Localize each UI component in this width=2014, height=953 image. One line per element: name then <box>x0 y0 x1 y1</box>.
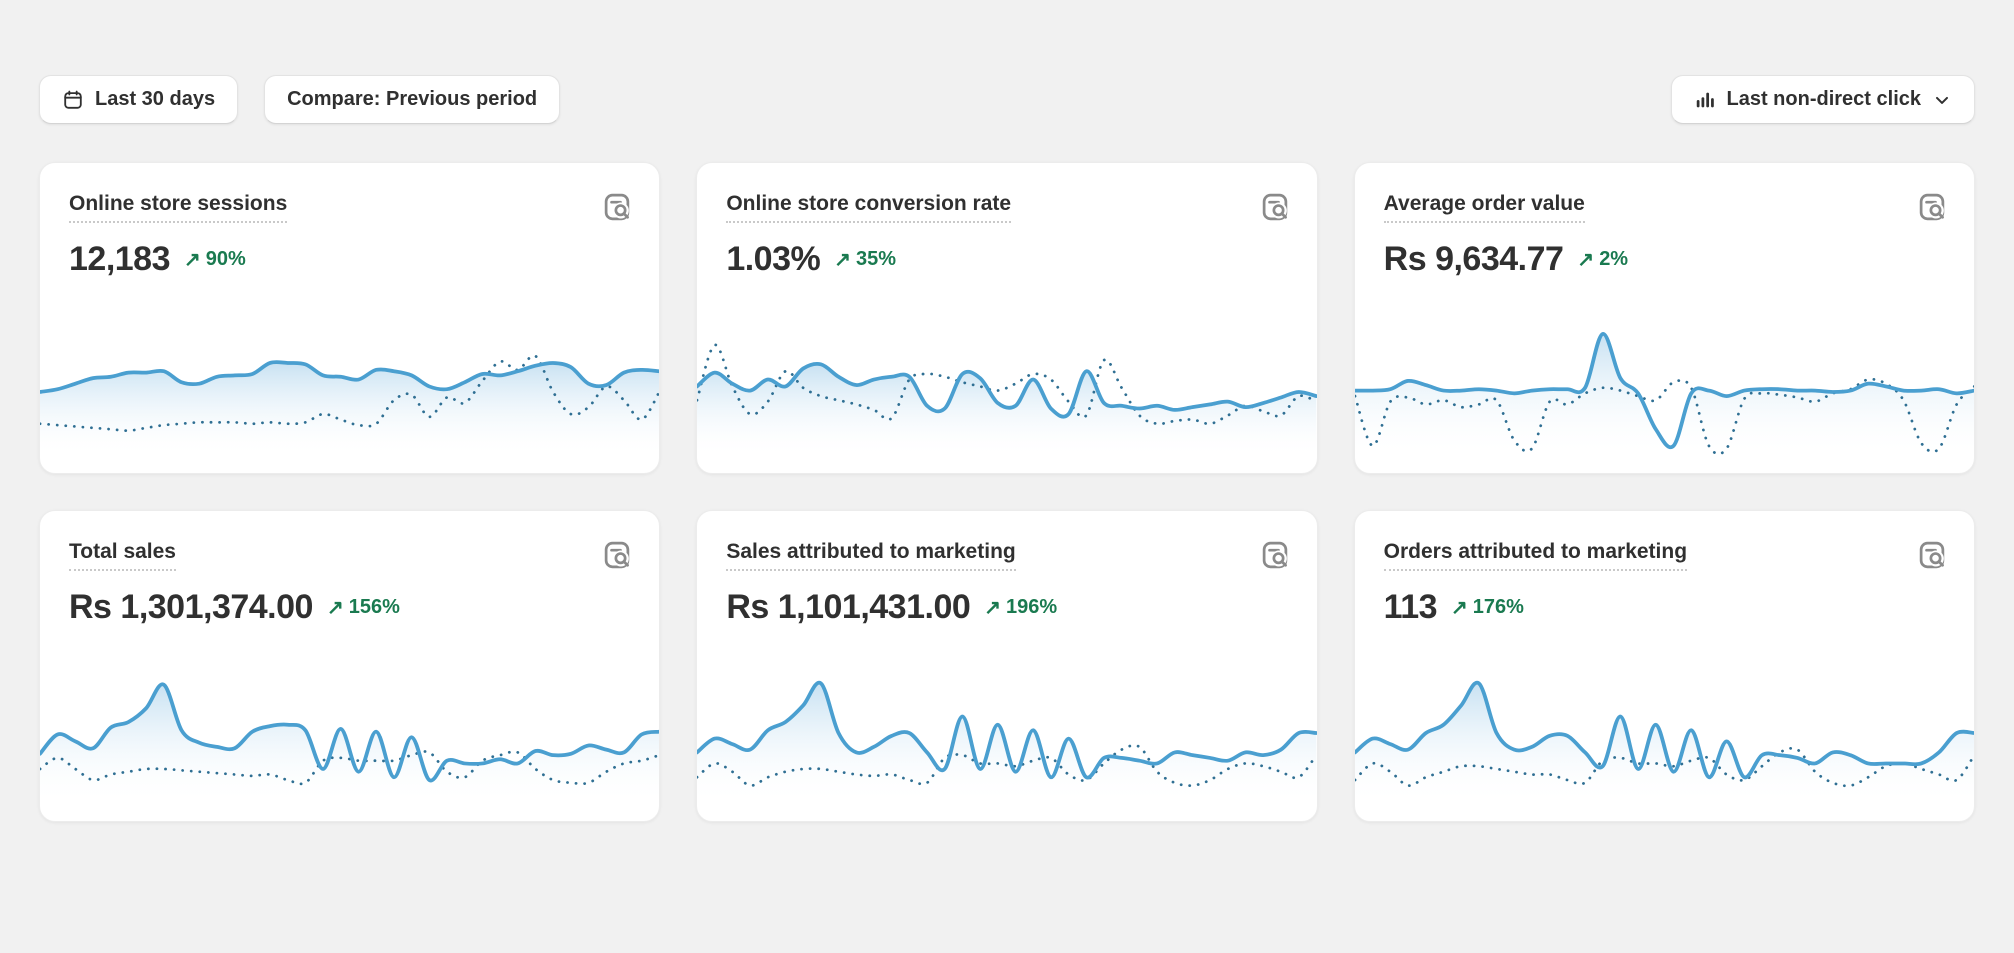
calendar-icon <box>62 89 84 111</box>
trend-up-arrow-icon: ↗ <box>984 596 1002 619</box>
view-report-button[interactable] <box>1257 189 1293 228</box>
card-title: Total sales <box>69 539 176 572</box>
metric-value: 1.03% <box>726 240 821 278</box>
metric-value: 113 <box>1383 588 1438 626</box>
metric-value: Rs 9,634.77 <box>1383 240 1564 278</box>
trend-delta: 2% <box>1599 248 1629 270</box>
trend-up-arrow-icon: ↗ <box>834 248 851 271</box>
card-title: Sales attributed to marketing <box>726 539 1016 572</box>
trend-up-arrow-icon: ↗ <box>1451 596 1468 619</box>
metric-card-total-sales[interactable]: Total sales Rs 1,301,374.00 ↗ 156% <box>39 510 661 822</box>
trend-badge: ↗ 35% <box>834 248 896 271</box>
date-range-button[interactable]: Last 30 days <box>39 75 239 124</box>
analytics-toolbar: Last 30 days Compare: Previous period La… <box>39 75 1975 124</box>
attribution-model-dropdown[interactable]: Last non-direct click <box>1670 75 1975 124</box>
attribution-model-label: Last non-direct click <box>1726 88 1922 110</box>
trend-delta: 156% <box>348 596 400 618</box>
trend-badge: ↗ 176% <box>1451 596 1524 619</box>
trend-delta: 196% <box>1006 596 1058 618</box>
trend-badge: ↗ 196% <box>984 596 1057 619</box>
view-report-button[interactable] <box>1914 537 1950 576</box>
metric-card-conversion-rate[interactable]: Online store conversion rate 1.03% ↗ 35% <box>696 162 1318 474</box>
sparkline-chart <box>1354 680 1974 811</box>
compare-button[interactable]: Compare: Previous period <box>264 75 561 124</box>
card-title: Orders attributed to marketing <box>1383 539 1688 572</box>
metric-card-average-order-value[interactable]: Average order value Rs 9,634.77 ↗ 2% <box>1353 162 1975 474</box>
metrics-grid: Online store sessions 12,183 ↗ 90% Onlin… <box>39 162 1975 822</box>
date-controls: Last 30 days Compare: Previous period <box>39 75 561 124</box>
bar-chart-icon <box>1694 89 1716 111</box>
view-report-button[interactable] <box>1914 189 1950 228</box>
metric-card-online-store-sessions[interactable]: Online store sessions 12,183 ↗ 90% <box>39 162 661 474</box>
trend-delta: 176% <box>1472 596 1524 618</box>
card-title: Average order value <box>1383 191 1585 224</box>
trend-badge: ↗ 2% <box>1577 248 1628 271</box>
chevron-down-icon <box>1932 90 1952 110</box>
metric-card-sales-attributed-to-marketing[interactable]: Sales attributed to marketing Rs 1,101,4… <box>696 510 1318 822</box>
sparkline-chart <box>40 354 660 463</box>
metric-value: Rs 1,301,374.00 <box>69 588 313 626</box>
trend-badge: ↗ 156% <box>327 596 400 619</box>
sparkline-chart <box>40 682 660 811</box>
trend-up-arrow-icon: ↗ <box>1577 248 1595 271</box>
sparkline-chart <box>1354 332 1974 463</box>
sparkline-chart <box>697 680 1317 811</box>
date-range-label: Last 30 days <box>95 88 216 110</box>
metric-value: 12,183 <box>69 240 171 278</box>
sparkline-chart <box>697 343 1317 463</box>
view-report-button[interactable] <box>599 189 635 228</box>
trend-up-arrow-icon: ↗ <box>326 596 344 619</box>
view-report-button[interactable] <box>1257 537 1293 576</box>
trend-badge: ↗ 90% <box>184 248 246 271</box>
metric-card-orders-attributed-to-marketing[interactable]: Orders attributed to marketing 113 ↗ 176… <box>1353 510 1975 822</box>
metric-value: Rs 1,101,431.00 <box>726 588 971 626</box>
trend-up-arrow-icon: ↗ <box>184 248 201 271</box>
card-title: Online store conversion rate <box>726 191 1012 224</box>
trend-delta: 35% <box>856 248 897 270</box>
card-title: Online store sessions <box>69 191 288 224</box>
trend-delta: 90% <box>205 248 246 270</box>
view-report-button[interactable] <box>599 537 635 576</box>
compare-label: Compare: Previous period <box>287 88 538 110</box>
